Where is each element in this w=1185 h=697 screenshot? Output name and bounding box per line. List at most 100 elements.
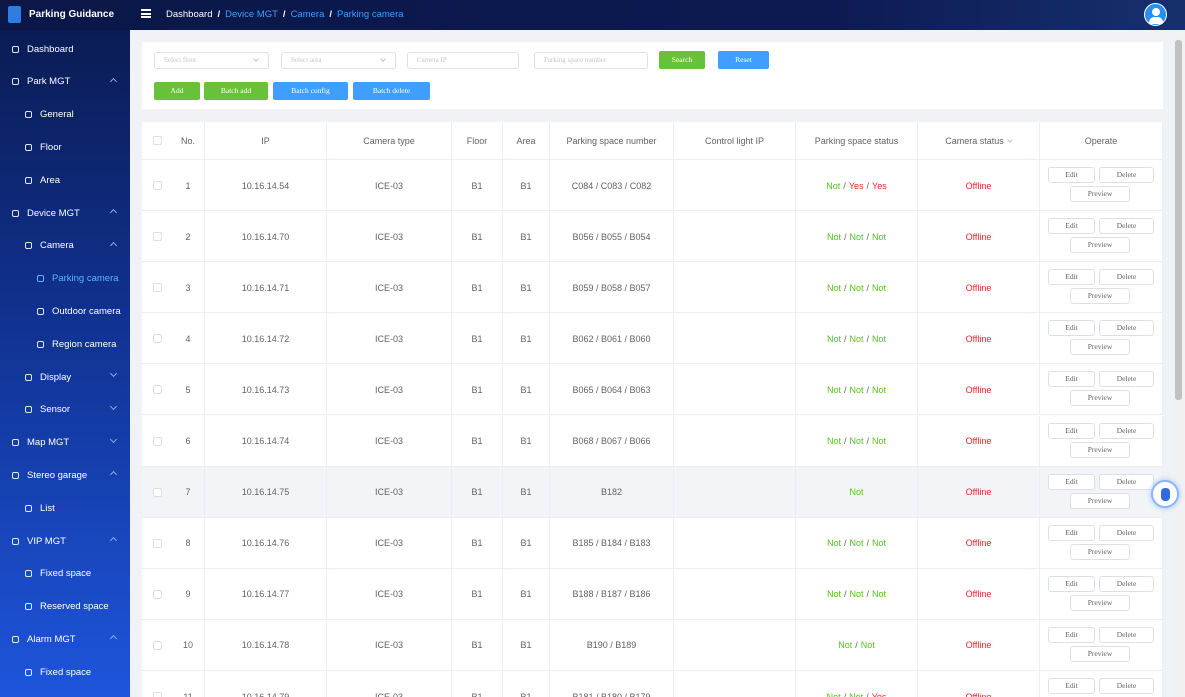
cell-text: B1 xyxy=(471,691,483,697)
cell-control-light-ip xyxy=(674,619,796,671)
checkbox[interactable] xyxy=(153,692,162,697)
filter-input[interactable]: Select floor xyxy=(154,52,269,69)
preview-button[interactable]: Preview xyxy=(1070,339,1130,356)
cell-spaces: C084 / C083 / C082 xyxy=(550,160,674,212)
preview-button[interactable]: Preview xyxy=(1070,543,1130,560)
sidebar-item[interactable]: Region camera xyxy=(0,328,130,360)
logo xyxy=(8,6,21,23)
table-card: No. IP Camera type Floor Area Parking space n… xyxy=(142,122,1163,697)
edit-button[interactable]: Edit xyxy=(1048,320,1095,337)
cell-text: 10.16.14.71 xyxy=(241,282,290,293)
checkbox[interactable] xyxy=(153,640,162,650)
edit-button[interactable]: Edit xyxy=(1048,626,1095,643)
sidebar-item[interactable]: List xyxy=(0,492,130,524)
dropdown-arrow xyxy=(253,56,259,62)
preview-button[interactable]: Preview xyxy=(1070,645,1130,662)
sidebar-item[interactable]: Stereo garage xyxy=(0,459,130,491)
filter-input[interactable]: Camera IP xyxy=(407,52,519,69)
space-status: Not xyxy=(826,436,841,447)
edit-button[interactable]: Edit xyxy=(1048,678,1095,694)
status-separator: / xyxy=(866,333,870,344)
sidebar-item[interactable]: Device MGT xyxy=(0,197,130,229)
toolbar-button[interactable]: Batch add xyxy=(204,82,268,100)
delete-button[interactable]: Delete xyxy=(1099,167,1154,183)
checkbox[interactable] xyxy=(153,136,162,145)
checkbox[interactable] xyxy=(153,487,162,497)
sidebar-item[interactable]: Display xyxy=(0,361,130,393)
cell-text: B185 / B184 / B183 xyxy=(572,538,651,549)
sidebar-item[interactable]: Floor xyxy=(0,131,130,163)
sidebar-item[interactable]: Camera xyxy=(0,230,130,262)
checkbox[interactable] xyxy=(153,283,162,293)
preview-button[interactable]: Preview xyxy=(1070,390,1130,407)
cell-floor: B1 xyxy=(452,517,503,569)
toolbar-button[interactable]: Add xyxy=(154,82,200,100)
checkbox[interactable] xyxy=(153,385,162,395)
delete-button[interactable]: Delete xyxy=(1099,626,1154,643)
sidebar-item[interactable]: Map MGT xyxy=(0,427,130,459)
edit-button[interactable]: Edit xyxy=(1048,524,1095,541)
filter-button[interactable]: Reset xyxy=(718,51,769,69)
sidebar-item[interactable]: Outdoor camera xyxy=(0,295,130,327)
sidebar-item[interactable]: Parking camera xyxy=(0,263,130,295)
preview-button[interactable]: Preview xyxy=(1070,288,1130,305)
sidebar-item[interactable]: Fixed space xyxy=(0,656,130,688)
breadcrumb-item[interactable]: Parking camera xyxy=(337,9,404,20)
floating-assistant[interactable] xyxy=(1151,480,1179,508)
checkbox[interactable] xyxy=(153,334,162,344)
delete-button[interactable]: Delete xyxy=(1099,473,1154,490)
breadcrumb-item[interactable]: Device MGT xyxy=(225,9,278,20)
preview-button[interactable]: Preview xyxy=(1070,594,1130,611)
avatar[interactable] xyxy=(1144,3,1167,26)
checkbox[interactable] xyxy=(153,436,162,446)
delete-button[interactable]: Delete xyxy=(1099,320,1154,337)
sidebar-item[interactable]: Dashboard xyxy=(0,33,130,65)
breadcrumb-item[interactable]: Dashboard xyxy=(166,9,213,20)
cell-text: 9 xyxy=(185,589,191,600)
cell-text: 10.16.14.73 xyxy=(241,384,290,395)
scrollbar[interactable] xyxy=(1174,35,1183,697)
filter-input[interactable]: Parking space number xyxy=(534,52,648,69)
sidebar-item[interactable]: VIP MGT xyxy=(0,525,130,557)
cell-area: B1 xyxy=(503,517,550,569)
edit-button[interactable]: Edit xyxy=(1048,473,1095,490)
breadcrumb-item[interactable]: Camera xyxy=(290,9,325,20)
sidebar-item[interactable]: Reserved space xyxy=(0,591,130,623)
filter-input[interactable]: Select area xyxy=(281,52,396,69)
sidebar-item[interactable]: Area xyxy=(0,164,130,196)
delete-button[interactable]: Delete xyxy=(1099,422,1154,439)
sidebar-label: Region camera xyxy=(52,338,117,350)
delete-button[interactable]: Delete xyxy=(1099,524,1154,541)
toolbar-button[interactable]: Batch config xyxy=(273,82,348,100)
sidebar-item[interactable]: General xyxy=(0,99,130,131)
checkbox[interactable] xyxy=(153,538,162,548)
edit-button[interactable]: Edit xyxy=(1048,575,1095,592)
edit-button[interactable]: Edit xyxy=(1048,422,1095,439)
edit-button[interactable]: Edit xyxy=(1048,218,1095,235)
filter-button[interactable]: Search xyxy=(659,51,705,69)
delete-button[interactable]: Delete xyxy=(1099,678,1154,694)
edit-button[interactable]: Edit xyxy=(1048,371,1095,388)
cell-camera-status: Offline xyxy=(918,671,1040,697)
delete-button[interactable]: Delete xyxy=(1099,269,1154,286)
column-header: Parking space status xyxy=(796,122,918,160)
delete-button[interactable]: Delete xyxy=(1099,575,1154,592)
camera-status: Offline xyxy=(965,640,992,651)
preview-button[interactable]: Preview xyxy=(1070,492,1130,509)
preview-button[interactable]: Preview xyxy=(1070,441,1130,458)
checkbox[interactable] xyxy=(153,232,162,242)
toolbar-button[interactable]: Batch delete xyxy=(353,82,430,100)
checkbox[interactable] xyxy=(153,181,162,190)
delete-button[interactable]: Delete xyxy=(1099,371,1154,388)
preview-button[interactable]: Preview xyxy=(1070,186,1130,202)
sidebar-item[interactable]: Fixed space xyxy=(0,558,130,590)
edit-button[interactable]: Edit xyxy=(1048,167,1095,183)
edit-button[interactable]: Edit xyxy=(1048,269,1095,286)
sidebar-item[interactable]: Alarm MGT xyxy=(0,623,130,655)
preview-button[interactable]: Preview xyxy=(1070,237,1130,254)
checkbox[interactable] xyxy=(153,589,162,599)
menu-toggle[interactable] xyxy=(141,9,151,18)
sidebar-item[interactable]: Park MGT xyxy=(0,66,130,98)
sidebar-item[interactable]: Sensor xyxy=(0,394,130,426)
delete-button[interactable]: Delete xyxy=(1099,218,1154,235)
